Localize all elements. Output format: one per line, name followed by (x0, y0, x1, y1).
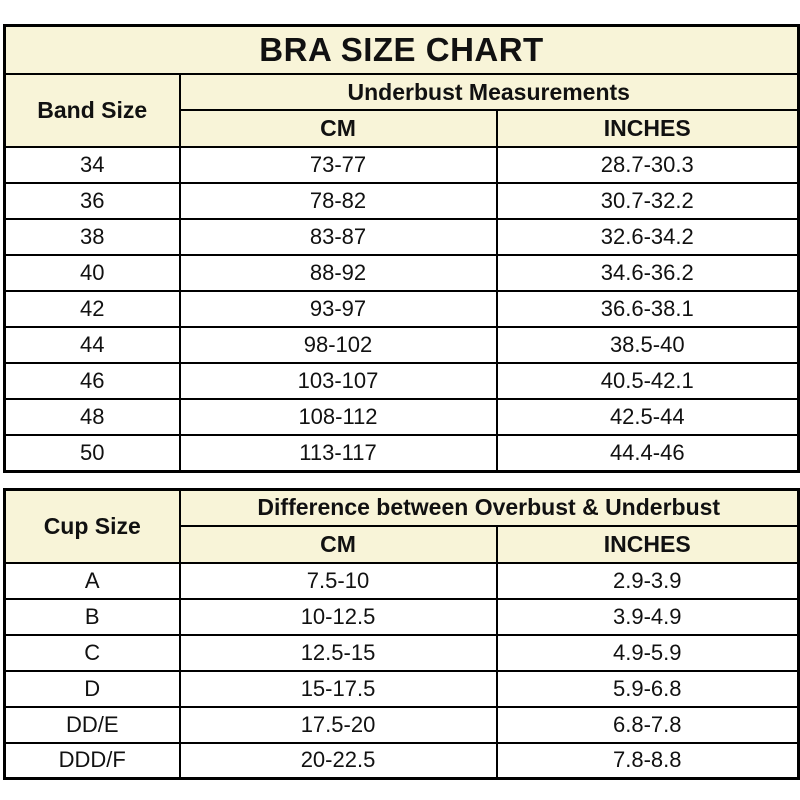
table-cell: 36.6-38.1 (495, 290, 800, 328)
cup-group-header-row: Cup Size Difference between Overbust & U… (3, 488, 800, 564)
cup-size-table-body: A 7.5-10 2.9-3.9 B 10-12.5 3.9-4.9 C 12.5-15 4.9… (3, 561, 800, 780)
table-cell: C (3, 633, 181, 672)
table-cell: 103-107 (178, 362, 498, 400)
band-subheader-row: CM INCHES (5, 109, 800, 148)
table-row: 34 73-77 28.7-30.3 (3, 146, 800, 184)
table-row: A 7.5-10 2.9-3.9 (3, 561, 800, 600)
band-size-header: Band Size (3, 73, 181, 148)
table-cell: 40 (3, 254, 181, 292)
table-row: DD/E 17.5-20 6.8-7.8 (3, 705, 800, 744)
cup-size-header: Cup Size (3, 488, 181, 564)
table-cell: B (3, 597, 181, 636)
table-cell: 88-92 (178, 254, 498, 292)
table-cell: DDD/F (3, 741, 181, 780)
table-row: B 10-12.5 3.9-4.9 (3, 597, 800, 636)
table-cell: 5.9-6.8 (495, 669, 800, 708)
table-cell: 46 (3, 362, 181, 400)
table-row: 48 108-112 42.5-44 (3, 398, 800, 436)
table-cell: DD/E (3, 705, 181, 744)
table-cell: 34.6-36.2 (495, 254, 800, 292)
table-row: DDD/F 20-22.5 7.8-8.8 (3, 741, 800, 780)
table-cell: 3.9-4.9 (495, 597, 800, 636)
table-cell: 7.5-10 (178, 561, 498, 600)
table-cell: 38 (3, 218, 181, 256)
table-cell: 113-117 (178, 434, 498, 472)
band-cm-header: CM (178, 109, 498, 148)
table-cell: 50 (3, 434, 181, 472)
table-cell: 44.4-46 (495, 434, 800, 472)
table-row: 40 88-92 34.6-36.2 (3, 254, 800, 292)
table-cell: 44 (3, 326, 181, 364)
table-cell: 108-112 (178, 398, 498, 436)
table-cell: 2.9-3.9 (495, 561, 800, 600)
table-cell: 78-82 (178, 182, 498, 220)
band-size-table: BRA SIZE CHART Band Size Underbust Measu… (3, 24, 800, 473)
table-row: C 12.5-15 4.9-5.9 (3, 633, 800, 672)
table-cell: 32.6-34.2 (495, 218, 800, 256)
table-row: D 15-17.5 5.9-6.8 (3, 669, 800, 708)
table-cell: 20-22.5 (178, 741, 498, 780)
table-cell: 42.5-44 (495, 398, 800, 436)
table-cell: 12.5-15 (178, 633, 498, 672)
table-row: 46 103-107 40.5-42.1 (3, 362, 800, 400)
table-cell: D (3, 669, 181, 708)
table-cell: A (3, 561, 181, 600)
table-cell: 7.8-8.8 (495, 741, 800, 780)
cup-inches-header: INCHES (495, 524, 800, 564)
chart-title-row: BRA SIZE CHART (3, 24, 800, 75)
band-size-table-body: 34 73-77 28.7-30.3 36 78-82 30.7-32.2 38 83-87 3… (3, 146, 800, 472)
table-cell: 38.5-40 (495, 326, 800, 364)
table-row: 36 78-82 30.7-32.2 (3, 182, 800, 220)
table-cell: 4.9-5.9 (495, 633, 800, 672)
table-cell: 73-77 (178, 146, 498, 184)
table-cell: 36 (3, 182, 181, 220)
size-chart: BRA SIZE CHART Band Size Underbust Measu… (3, 0, 800, 780)
cup-size-table: Cup Size Difference between Overbust & U… (3, 487, 800, 780)
table-cell: 98-102 (178, 326, 498, 364)
table-cell: 48 (3, 398, 181, 436)
table-cell: 83-87 (178, 218, 498, 256)
table-cell: 17.5-20 (178, 705, 498, 744)
table-cell: 34 (3, 146, 181, 184)
table-cell: 15-17.5 (178, 669, 498, 708)
table-gap (3, 473, 797, 488)
table-row: 44 98-102 38.5-40 (3, 326, 800, 364)
table-cell: 10-12.5 (178, 597, 498, 636)
table-row: 42 93-97 36.6-38.1 (3, 290, 800, 328)
table-cell: 28.7-30.3 (495, 146, 800, 184)
band-inches-header: INCHES (495, 109, 800, 148)
underbust-measurements-header: Underbust Measurements (178, 73, 800, 111)
cup-cm-header: CM (178, 524, 498, 564)
table-cell: 6.8-7.8 (495, 705, 800, 744)
table-row: 38 83-87 32.6-34.2 (3, 218, 800, 256)
table-cell: 30.7-32.2 (495, 182, 800, 220)
cup-subheader-row: CM INCHES (5, 524, 800, 564)
table-cell: 40.5-42.1 (495, 362, 800, 400)
table-cell: 42 (3, 290, 181, 328)
table-cell: 93-97 (178, 290, 498, 328)
difference-header: Difference between Overbust & Underbust (178, 488, 800, 527)
table-row: 50 113-117 44.4-46 (3, 434, 800, 472)
chart-title: BRA SIZE CHART (3, 24, 800, 75)
band-group-header-row: Band Size Underbust Measurements (3, 73, 800, 148)
